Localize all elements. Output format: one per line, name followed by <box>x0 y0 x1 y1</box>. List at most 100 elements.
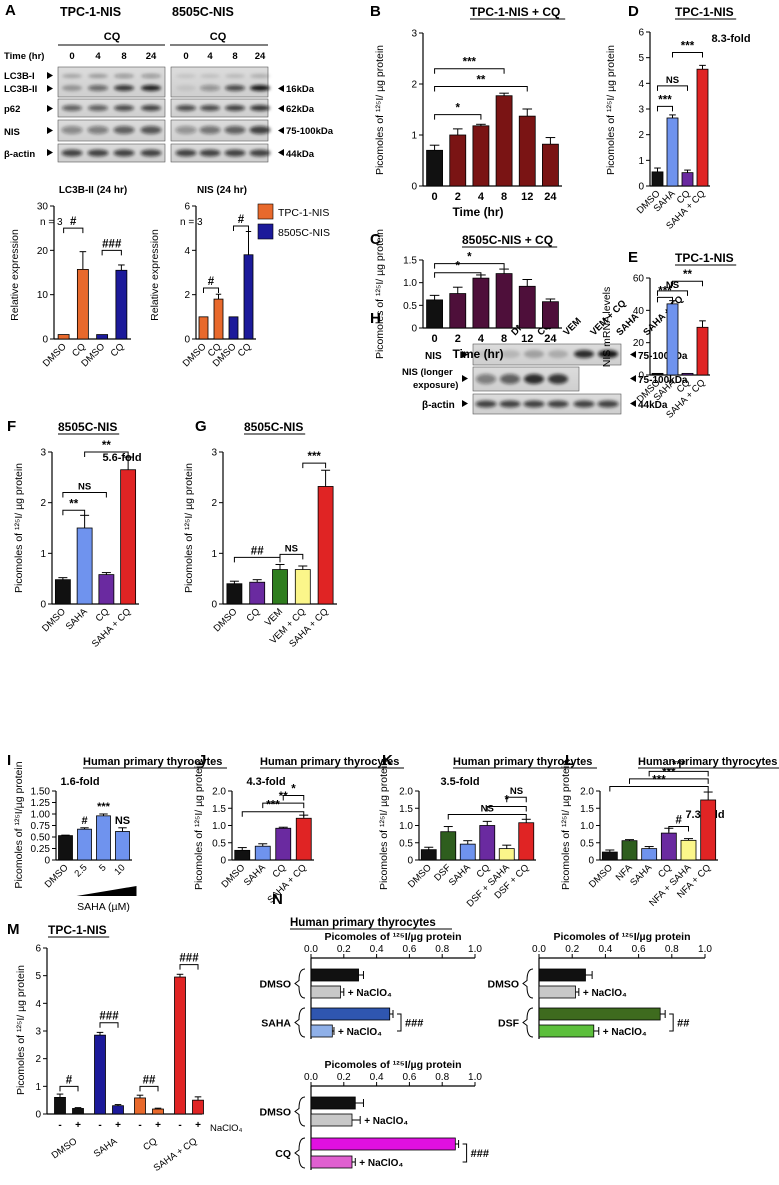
blot-band-actin <box>199 149 221 157</box>
chart-E-title: TPC-1-NIS <box>675 251 734 265</box>
chart-I-bar-0 <box>58 835 73 861</box>
kda-label-62: 62kDa <box>286 104 315 115</box>
chart-D-y-tick-label: 1 <box>638 156 644 167</box>
chart-C-y-tick-label: 0.5 <box>403 301 417 312</box>
chart-C-bar-5 <box>542 301 559 329</box>
chart-J-bar-0 <box>234 849 251 861</box>
blot-h-label-nis: NIS <box>425 351 442 362</box>
chart-N3-group-brace-1 <box>294 1137 306 1169</box>
blot-band-lc3b-ii <box>200 85 220 91</box>
chart-K-y-label: Picomoles of ¹²⁵I/ µg protein <box>378 760 390 890</box>
chart-M-bar-5 <box>152 1108 164 1115</box>
chart-B-bar-3 <box>495 95 513 187</box>
chart-D-y-tick-label: 5 <box>638 53 644 64</box>
chart-N3-bar-text-3: + NaClO₄ <box>359 1158 403 1169</box>
blot-band-actin <box>175 149 197 157</box>
chart-M-group-label-1: SAHA <box>92 1136 120 1160</box>
chart-G-bar-2 <box>272 569 288 605</box>
chart-G-sig-bracket-1 <box>279 553 304 560</box>
panel-a-blots: A TPC-1-NIS 8505C-NIS CQ CQ Time (hr) 0 … <box>4 2 334 240</box>
blot-treatment-cq-right: CQ <box>210 31 227 43</box>
arrow-icon <box>47 85 53 92</box>
blot-h-band-actin <box>523 400 545 408</box>
chart-K-bar-1 <box>440 831 457 861</box>
blot-band-nis <box>224 126 246 134</box>
chart-F-bar-3 <box>120 469 137 605</box>
chart-B-bar-2 <box>472 125 490 187</box>
blot-band-lc3b-ii <box>225 85 245 91</box>
chart-N3-x-label: Picomoles of ¹²⁵I/µg protein <box>325 1059 462 1071</box>
chart-C-sig-label-0: * <box>456 261 461 273</box>
chart-N3-x-tick-label: 0.0 <box>304 1072 318 1083</box>
chart-N1-group-brace-0 <box>294 968 306 999</box>
chart-M-bar-4 <box>134 1097 146 1115</box>
legend-label-tpc1: TPC-1-NIS <box>278 207 329 219</box>
chart-B-sig-bracket-2 <box>434 68 505 74</box>
blot-a-bands <box>61 74 271 157</box>
blot-h-kda-1: 75-100kDa <box>638 351 688 362</box>
chart-J-x-tick-label-3: SAHA + CQ <box>265 862 308 905</box>
chart-B-bar-4 <box>518 115 536 187</box>
chart-l: Human primary thyrocytesL7.3-fold00.51.0… <box>560 752 779 909</box>
chart-G-x-tick-label-1: CQ <box>244 606 262 624</box>
chart-G-y-tick-label: 0 <box>211 600 217 611</box>
chart-A_right-bar-3 <box>243 254 254 340</box>
arrow-icon <box>278 127 284 134</box>
chart-A_left-bar-0 <box>57 334 70 340</box>
chart-I-y-tick-label: 1.50 <box>31 787 51 798</box>
chart-a-right: NIS (24 hr) n = 3 0 2 4 6 Relative expression D… <box>149 185 256 369</box>
blot-label-p62: p62 <box>4 104 20 115</box>
chart-f: 8505C-NIS F 5.6-fold 0 1 2 3 Picomoles of ¹²⁵I/… <box>7 418 142 650</box>
chart-C-x-tick-label-5: 24 <box>544 333 557 345</box>
chart-N3-x-tick-label: 0.2 <box>337 1072 351 1083</box>
chart-A_right-n-label: n = 3 <box>180 217 203 228</box>
blot-h-strip-actin <box>472 393 622 415</box>
chart-M-sig-bracket-2 <box>139 1085 159 1092</box>
chart-G-title: 8505C-NIS <box>244 420 303 434</box>
chart-M-sign-label-0: - <box>58 1120 61 1131</box>
chart-D-sig-label-2: *** <box>681 41 695 53</box>
chart-M-sig-label-1: ### <box>99 1011 119 1023</box>
panel-letter-b: B <box>370 3 381 20</box>
chart-L-x-tick-label-2: SAHA <box>628 862 655 889</box>
blot-label-lc3b-i: LC3B-I <box>4 71 35 82</box>
chart-I-bar-3 <box>115 831 130 861</box>
chart-M-naclo4-label: NaClO₄ <box>210 1123 243 1134</box>
chart-E-bar-1 <box>666 303 679 376</box>
chart-E-sig-bracket-0 <box>657 296 673 303</box>
chart-M-sign-label-7: + <box>195 1120 201 1131</box>
chart-L-sig-label-1: *** <box>652 775 666 787</box>
legend-swatch-tpc1 <box>257 203 274 220</box>
chart-N1-bar-text-3: + NaClO₄ <box>338 1027 382 1038</box>
chart-A_right-x-tick-label-3: CQ <box>236 341 254 359</box>
blot-h-band-nis <box>598 350 618 358</box>
blot-strip-p62-tpc1 <box>57 98 166 118</box>
chart-M-sig-bracket-3 <box>179 964 199 970</box>
chart-E-sig-bracket-2 <box>672 280 703 287</box>
chart-B-sig-bracket-0 <box>434 114 482 120</box>
chart-L-sig-bracket-3 <box>648 770 709 777</box>
chart-A_left-bar-2 <box>96 334 109 340</box>
chart-C-y-label: Picomoles of ¹²⁵I/ µg protein <box>374 229 386 359</box>
chart-D-y-label: Picomoles of ¹²⁵I/ µg protein <box>605 45 617 175</box>
chart-N1-group-label-1: SAHA <box>261 1018 291 1030</box>
chart-G-sig-label-2: *** <box>307 451 321 463</box>
chart-E-bar-3 <box>696 326 709 376</box>
chart-C-bar-4 <box>518 285 536 329</box>
chart-B-title: TPC-1-NIS + CQ <box>470 5 560 19</box>
panel-letter-m: M <box>7 921 20 938</box>
chart-C-bar-2 <box>472 277 490 329</box>
chart-F-x-tick-label-2: CQ <box>94 606 112 624</box>
chart-A_right-x-tick-label-0: DMSO <box>181 341 209 369</box>
blot-band-lc3b-i <box>200 74 220 78</box>
arrow-icon <box>462 400 468 407</box>
chart-F-y-tick-label: 3 <box>40 448 46 459</box>
chart-B-x-label: Time (hr) <box>452 205 503 219</box>
chart-F-y-tick-label: 0 <box>40 600 46 611</box>
chart-M-y-tick-label: 5 <box>35 971 41 982</box>
chart-N1-x-tick-label: 0.4 <box>370 944 384 955</box>
chart-D-sig-bracket-2 <box>672 52 703 58</box>
chart-J-sig-bracket-1 <box>262 802 305 809</box>
chart-B-bar-1 <box>449 134 467 187</box>
